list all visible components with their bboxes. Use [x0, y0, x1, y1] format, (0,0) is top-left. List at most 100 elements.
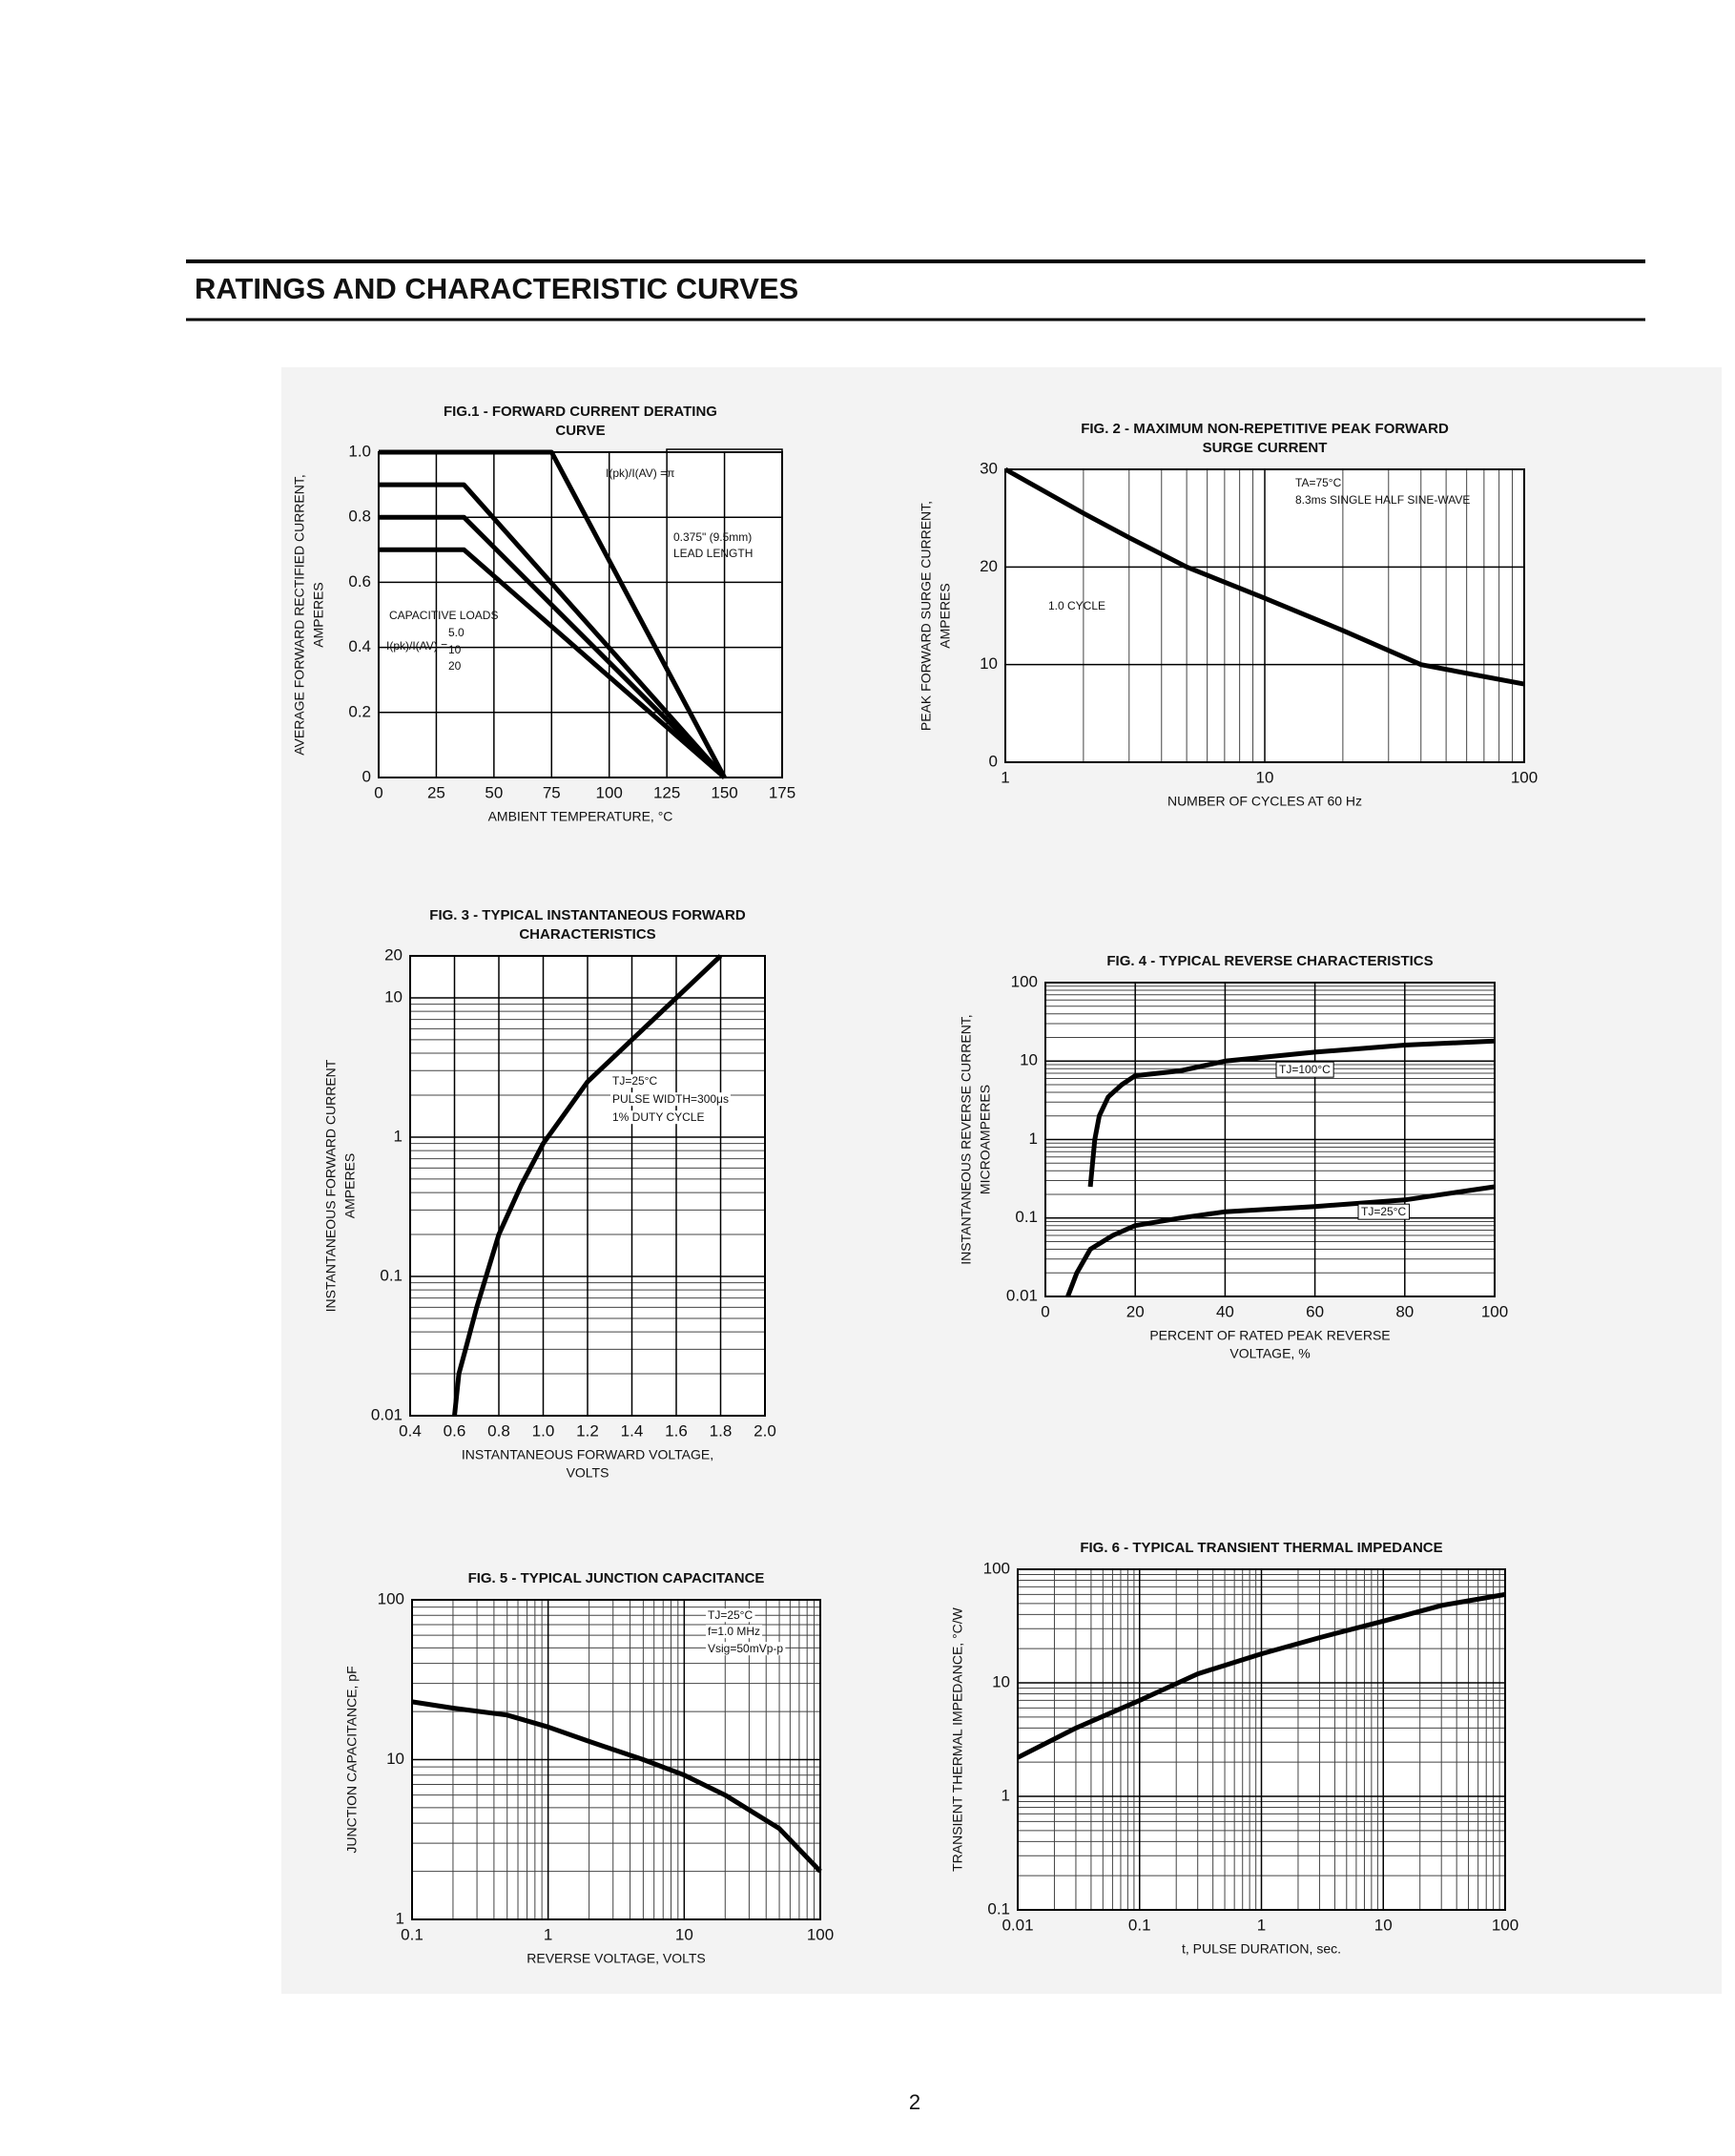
x-tick-label: 175 — [769, 783, 795, 801]
annotation: 8.3ms SINGLE HALF SINE-WAVE — [1295, 493, 1470, 507]
x-axis-label: PERCENT OF RATED PEAK REVERSE — [1149, 1328, 1390, 1343]
annotation: 0.375" (9.5mm) — [673, 530, 752, 544]
y-axis-label: MICROAMPERES — [978, 1085, 993, 1194]
x-tick-label: 1 — [1257, 1916, 1266, 1934]
y-tick-label: 0.6 — [348, 572, 371, 591]
plot-frame — [1017, 1568, 1506, 1911]
y-tick-label: 100 — [983, 1559, 1010, 1577]
x-tick-label: 150 — [711, 783, 737, 801]
curve — [452, 954, 723, 1417]
curve — [379, 482, 727, 779]
x-axis-label: t, PULSE DURATION, sec. — [1182, 1941, 1341, 1957]
page-number: 2 — [909, 2090, 920, 2114]
curve — [1016, 1591, 1506, 1760]
y-tick-label: 1 — [1029, 1130, 1038, 1148]
y-axis-label: TRANSIENT THERMAL IMPEDANCE, °C/W — [950, 1607, 965, 1872]
y-tick-label: 10 — [1020, 1051, 1038, 1069]
x-axis-label: REVERSE VOLTAGE, VOLTS — [527, 1951, 706, 1966]
plot-frame — [411, 1599, 821, 1920]
curve — [379, 449, 727, 779]
y-tick-label: 10 — [386, 1750, 404, 1768]
y-tick-label: 1 — [1002, 1786, 1010, 1804]
x-tick-label: 2.0 — [754, 1421, 776, 1440]
x-tick-label: 10 — [675, 1925, 693, 1943]
y-tick-label: 0.4 — [348, 637, 371, 655]
y-axis-label: INSTANTANEOUS FORWARD CURRENT — [323, 1059, 339, 1312]
x-axis-label: AMBIENT TEMPERATURE, °C — [488, 809, 673, 824]
annotation: Vsig=50mVp-p — [708, 1642, 783, 1655]
x-tick-label: 0.1 — [401, 1925, 423, 1943]
x-axis-label: VOLTS — [567, 1465, 609, 1481]
series-label: 20 — [448, 659, 462, 673]
annotation-bg — [706, 1625, 763, 1639]
y-tick-label: 0.1 — [1015, 1208, 1038, 1226]
y-tick-label: 0 — [362, 767, 371, 785]
y-tick-label: 0 — [989, 752, 998, 770]
annotation: CAPACITIVE LOADS — [389, 609, 498, 622]
chart-title: FIG. 5 - TYPICAL JUNCTION CAPACITANCE — [468, 1570, 765, 1586]
y-tick-label: 20 — [384, 945, 403, 964]
curve — [1003, 466, 1525, 687]
y-axis-label: AMPERES — [342, 1153, 358, 1218]
annotation: TA=75°C — [1295, 476, 1342, 489]
x-axis-label: INSTANTANEOUS FORWARD VOLTAGE, — [462, 1447, 713, 1462]
series-label: TJ=25°C — [1361, 1205, 1406, 1218]
y-tick-label: 100 — [1011, 972, 1038, 990]
y-axis-label: AMPERES — [311, 582, 326, 647]
x-tick-label: 80 — [1395, 1302, 1414, 1320]
x-tick-label: 0 — [1041, 1302, 1049, 1320]
series-label: 5.0 — [448, 626, 465, 639]
x-axis-label: NUMBER OF CYCLES AT 60 Hz — [1167, 794, 1362, 809]
y-tick-label: 0.1 — [987, 1899, 1010, 1918]
x-tick-label: 100 — [1481, 1302, 1508, 1320]
annotation: PULSE WIDTH=300μs — [612, 1092, 729, 1106]
y-tick-label: 1 — [394, 1127, 403, 1145]
y-axis-label: INSTANTANEOUS REVERSE CURRENT, — [959, 1014, 974, 1264]
x-tick-label: 0.6 — [444, 1421, 466, 1440]
annotation-bg — [706, 1642, 786, 1656]
chart-title: FIG. 6 - TYPICAL TRANSIENT THERMAL IMPED… — [1080, 1540, 1442, 1556]
y-tick-label: 1 — [396, 1909, 404, 1927]
y-axis-label: PEAK FORWARD SURGE CURRENT, — [919, 501, 934, 731]
curve — [379, 514, 727, 779]
annotation: 1.0 CYCLE — [1048, 599, 1105, 612]
x-tick-label: 100 — [1511, 768, 1538, 786]
x-tick-label: 40 — [1216, 1302, 1234, 1320]
y-tick-label: 20 — [980, 557, 998, 575]
y-tick-label: 1.0 — [348, 442, 371, 460]
x-tick-label: 75 — [543, 783, 561, 801]
y-tick-label: 0.2 — [348, 702, 371, 720]
label-box — [1275, 1061, 1334, 1078]
y-tick-label: 30 — [980, 459, 998, 477]
curve — [1087, 1038, 1496, 1188]
chart-title: FIG. 4 - TYPICAL REVERSE CHARACTERISTICS — [1106, 953, 1433, 969]
plot-frame — [378, 451, 783, 778]
x-tick-label: 1.6 — [665, 1421, 688, 1440]
label-box — [1357, 1203, 1410, 1220]
annotation: I(pk)/I(AV) = — [386, 639, 447, 653]
x-tick-label: 1.8 — [710, 1421, 733, 1440]
series-label: 10 — [448, 643, 462, 656]
chart-title: FIG. 2 - MAXIMUM NON-REPETITIVE PEAK FOR… — [1081, 421, 1449, 437]
x-tick-label: 0.1 — [1128, 1916, 1151, 1934]
y-axis-label: AVERAGE FORWARD RECTIFIED CURRENT, — [292, 474, 307, 756]
annotation: TJ=25°C — [708, 1608, 753, 1622]
x-tick-label: 50 — [485, 783, 503, 801]
chart-title: FIG.1 - FORWARD CURRENT DERATING — [444, 404, 717, 420]
x-tick-label: 20 — [1126, 1302, 1145, 1320]
y-tick-label: 0.01 — [371, 1405, 403, 1423]
x-tick-label: 100 — [807, 1925, 834, 1943]
annotation-bg — [706, 1608, 755, 1623]
y-tick-label: 10 — [980, 654, 998, 673]
x-tick-label: 1 — [544, 1925, 552, 1943]
x-tick-label: 10 — [1256, 768, 1274, 786]
y-axis-label: AMPERES — [938, 583, 953, 648]
curve — [411, 1699, 822, 1874]
annotation: I(pk)/I(AV) =π — [606, 466, 674, 480]
plot-frame — [1004, 468, 1525, 763]
curve — [1065, 1184, 1496, 1297]
x-tick-label: 60 — [1306, 1302, 1324, 1320]
annotation-bg — [610, 1092, 731, 1107]
x-tick-label: 100 — [1492, 1916, 1518, 1934]
